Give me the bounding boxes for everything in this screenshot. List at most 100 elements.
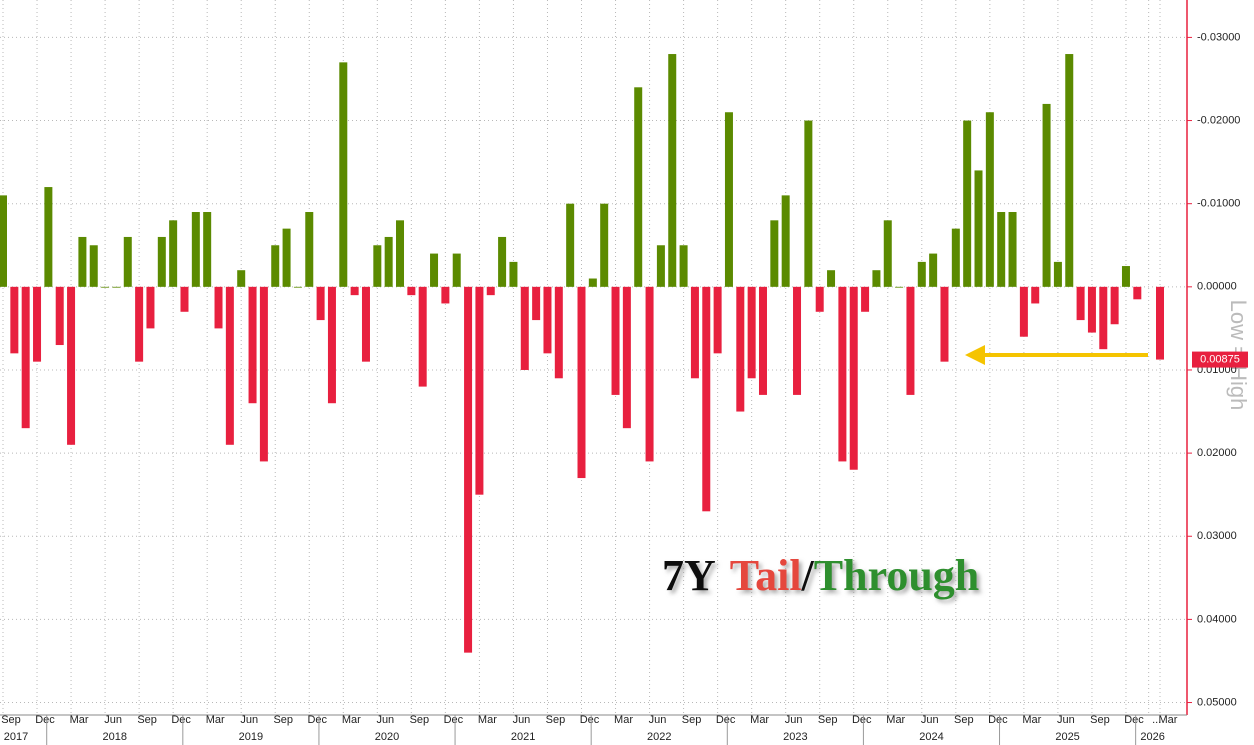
bar: [758, 286, 767, 395]
x-tick-label: Mar: [478, 714, 497, 726]
bar: [793, 286, 802, 395]
y-tick-label: -0.02000: [1197, 114, 1240, 126]
title-part: /: [801, 551, 815, 600]
bar: [1110, 286, 1119, 325]
x-tick-label: Mar: [1022, 714, 1041, 726]
bar: [679, 245, 688, 287]
bar: [713, 286, 722, 354]
x-tick-label: Dec: [444, 714, 464, 726]
bar: [407, 286, 416, 296]
bar: [214, 286, 223, 329]
chart-title: 7Y Tail/Through: [662, 551, 979, 600]
x-year-label: 2018: [103, 731, 127, 743]
x-tick-label: Jun: [1057, 714, 1075, 726]
y-tick-label: 0.05000: [1197, 696, 1237, 708]
bar: [770, 220, 779, 287]
bar: [520, 286, 529, 370]
bar: [736, 286, 745, 412]
bar: [815, 286, 824, 312]
bar: [656, 245, 665, 287]
bar: [498, 236, 507, 287]
bar: [327, 286, 336, 404]
bar: [89, 245, 98, 287]
bar: [101, 286, 110, 288]
x-tick-label: Mar: [614, 714, 633, 726]
bar: [543, 286, 552, 354]
bar: [1121, 266, 1130, 287]
title-part: Tail: [730, 551, 802, 600]
bar: [690, 286, 699, 379]
bar: [1019, 286, 1028, 337]
bar: [985, 112, 994, 287]
bar: [203, 212, 212, 287]
bar: [293, 286, 302, 288]
y-tick-label: 0.00000: [1197, 281, 1237, 293]
x-tick-label: Dec: [988, 714, 1008, 726]
bar: [339, 62, 348, 287]
bar: [951, 228, 960, 287]
bar: [872, 270, 881, 287]
bar: [123, 236, 132, 287]
x-tick-label: Jun: [513, 714, 531, 726]
y-tick-label: 0.02000: [1197, 447, 1237, 459]
bar: [997, 212, 1006, 287]
bar: [361, 286, 370, 362]
bar: [1156, 286, 1164, 360]
bar: [917, 261, 926, 287]
bar: [974, 170, 983, 287]
x-tick-label: Jun: [785, 714, 803, 726]
bar: [645, 286, 654, 462]
x-tick-label: Sep: [818, 714, 838, 726]
x-tick-label: Sep: [546, 714, 566, 726]
x-year-label: 2023: [783, 731, 807, 743]
last-value-box: [1192, 351, 1248, 368]
bar: [611, 286, 620, 395]
bar: [566, 203, 575, 287]
x-tick-label: Jun: [104, 714, 122, 726]
bar: [78, 236, 87, 287]
bar: [157, 236, 166, 287]
x-year-label: 2020: [375, 731, 399, 743]
x-year-label: 2021: [511, 731, 535, 743]
bar: [135, 286, 144, 362]
bar: [237, 270, 246, 287]
bar: [146, 286, 155, 329]
x-tick-label: Dec: [171, 714, 191, 726]
bar: [804, 120, 813, 287]
x-tick-label: ...: [1152, 714, 1161, 726]
bar: [441, 286, 450, 304]
bar: [724, 112, 733, 287]
grid: [0, 0, 1187, 715]
x-tick-label: Jun: [376, 714, 394, 726]
bar: [452, 253, 461, 287]
bar: [1042, 103, 1051, 287]
x-tick-label: Dec: [35, 714, 55, 726]
bar: [10, 286, 19, 354]
bar: [622, 286, 631, 429]
bar: [509, 261, 518, 287]
bar: [486, 286, 495, 296]
x-tick-label: Sep: [1, 714, 21, 726]
bar: [225, 286, 234, 445]
bar: [895, 286, 904, 288]
bar: [600, 203, 609, 287]
x-tick-label: Dec: [716, 714, 736, 726]
bar: [532, 286, 541, 321]
bar: [430, 253, 439, 287]
x-tick-label: Dec: [852, 714, 872, 726]
x-tick-label: Dec: [1124, 714, 1144, 726]
bar: [191, 212, 200, 287]
bar: [44, 187, 53, 287]
x-tick-label: Mar: [886, 714, 905, 726]
x-tick-label: Sep: [682, 714, 702, 726]
x-year-label: 2017: [4, 731, 28, 743]
last-value-label: 0.00875: [1200, 353, 1240, 365]
bar: [259, 286, 268, 462]
bar: [861, 286, 870, 312]
y-tick-label: -0.01000: [1197, 198, 1240, 210]
title-part: 7Y: [662, 551, 716, 600]
bar: [1008, 212, 1017, 287]
bar: [1053, 261, 1062, 287]
x-year-label: 2026: [1140, 731, 1164, 743]
